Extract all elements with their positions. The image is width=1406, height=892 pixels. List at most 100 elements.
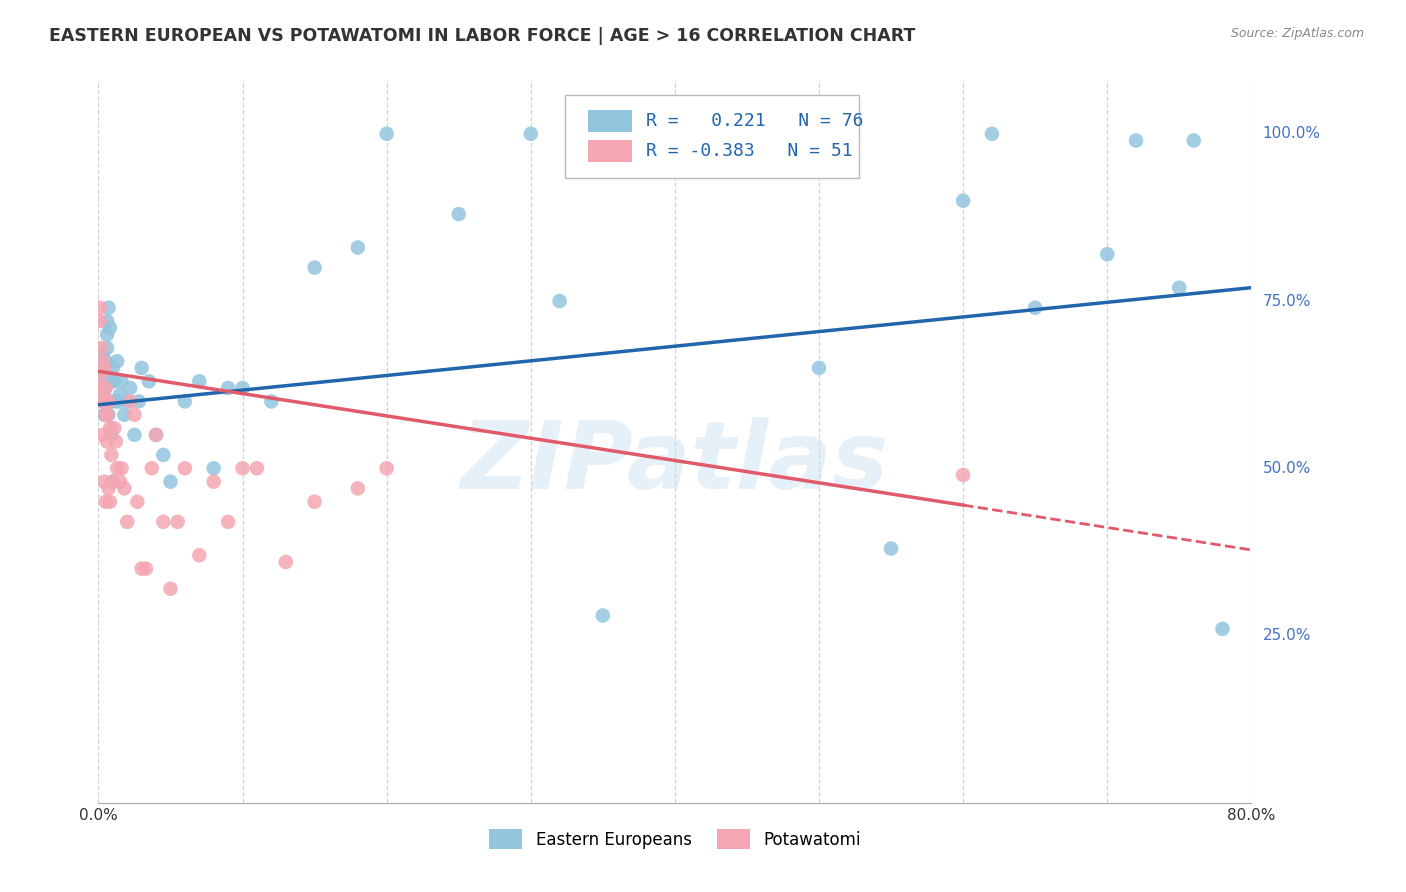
Bar xyxy=(589,140,633,162)
Point xyxy=(127,494,149,508)
Point xyxy=(89,361,111,376)
Point xyxy=(96,341,118,355)
Point xyxy=(120,394,142,409)
Point xyxy=(375,127,398,141)
Point xyxy=(231,461,254,475)
Point xyxy=(96,327,118,342)
Point xyxy=(90,375,112,389)
Point xyxy=(94,494,117,508)
Point xyxy=(1097,247,1119,261)
Point xyxy=(107,394,129,409)
Point xyxy=(89,375,111,389)
Text: R =   0.221   N = 76: R = 0.221 N = 76 xyxy=(647,112,863,129)
Point xyxy=(89,314,111,328)
Point xyxy=(138,375,160,389)
Point xyxy=(105,461,128,475)
Point xyxy=(548,294,571,309)
Point xyxy=(90,368,112,382)
Point xyxy=(159,475,181,489)
Text: EASTERN EUROPEAN VS POTAWATOMI IN LABOR FORCE | AGE > 16 CORRELATION CHART: EASTERN EUROPEAN VS POTAWATOMI IN LABOR … xyxy=(49,27,915,45)
Point xyxy=(90,361,112,376)
Text: R = -0.383   N = 51: R = -0.383 N = 51 xyxy=(647,142,852,160)
Point xyxy=(90,341,112,355)
Point xyxy=(110,461,132,475)
Text: 50.0%: 50.0% xyxy=(1263,461,1310,475)
Point xyxy=(108,475,131,489)
Point xyxy=(246,461,269,475)
Point xyxy=(880,541,903,556)
Text: 75.0%: 75.0% xyxy=(1263,293,1310,309)
Point xyxy=(91,354,114,368)
Point xyxy=(952,194,974,208)
Point xyxy=(166,515,188,529)
Point xyxy=(91,394,114,409)
Point xyxy=(274,555,297,569)
Text: ZIPatlas: ZIPatlas xyxy=(461,417,889,509)
Point xyxy=(202,461,225,475)
Point xyxy=(90,381,112,395)
Point xyxy=(91,427,114,442)
Point xyxy=(93,394,115,409)
Point xyxy=(159,582,181,596)
Point xyxy=(952,467,974,482)
Point xyxy=(91,375,114,389)
Point xyxy=(152,515,174,529)
Point xyxy=(231,381,254,395)
Point xyxy=(97,408,120,422)
Point xyxy=(135,562,157,576)
Point xyxy=(304,260,326,275)
Point xyxy=(108,387,131,401)
Point xyxy=(447,207,470,221)
Point xyxy=(96,314,118,328)
Point xyxy=(105,354,128,368)
Point xyxy=(100,448,122,462)
Point xyxy=(174,394,197,409)
Point xyxy=(96,368,118,382)
Point xyxy=(141,461,163,475)
Point xyxy=(91,368,114,382)
Point xyxy=(104,394,127,409)
Point xyxy=(98,494,121,508)
Point xyxy=(94,381,117,395)
Point xyxy=(100,427,122,442)
Point xyxy=(110,375,132,389)
Point xyxy=(217,381,239,395)
Point xyxy=(104,434,127,449)
Text: Source: ZipAtlas.com: Source: ZipAtlas.com xyxy=(1230,27,1364,40)
Point xyxy=(98,421,121,435)
Bar xyxy=(589,110,633,132)
Point xyxy=(103,375,125,389)
Point xyxy=(94,381,117,395)
Point xyxy=(117,394,139,409)
Point xyxy=(131,361,153,376)
Point xyxy=(346,482,368,496)
Point xyxy=(96,434,118,449)
Point xyxy=(94,408,117,422)
Legend: Eastern Europeans, Potawatomi: Eastern Europeans, Potawatomi xyxy=(482,822,868,856)
Point xyxy=(1168,281,1191,295)
Point xyxy=(152,448,174,462)
Point xyxy=(94,361,117,376)
Point xyxy=(101,475,124,489)
Point xyxy=(808,361,831,376)
Point xyxy=(188,548,211,563)
Point xyxy=(93,408,115,422)
Point xyxy=(96,408,118,422)
Point xyxy=(91,394,114,409)
Point xyxy=(93,381,115,395)
Point xyxy=(1182,134,1205,148)
Point xyxy=(101,361,124,376)
Point xyxy=(93,368,115,382)
Point xyxy=(117,515,139,529)
Point xyxy=(89,301,111,315)
Point xyxy=(1125,134,1147,148)
Text: 25.0%: 25.0% xyxy=(1263,628,1310,643)
Point xyxy=(131,562,153,576)
Point xyxy=(120,381,142,395)
Point xyxy=(103,421,125,435)
Point xyxy=(93,475,115,489)
Point xyxy=(90,387,112,401)
Point xyxy=(217,515,239,529)
Point xyxy=(94,408,117,422)
Point xyxy=(145,427,167,442)
